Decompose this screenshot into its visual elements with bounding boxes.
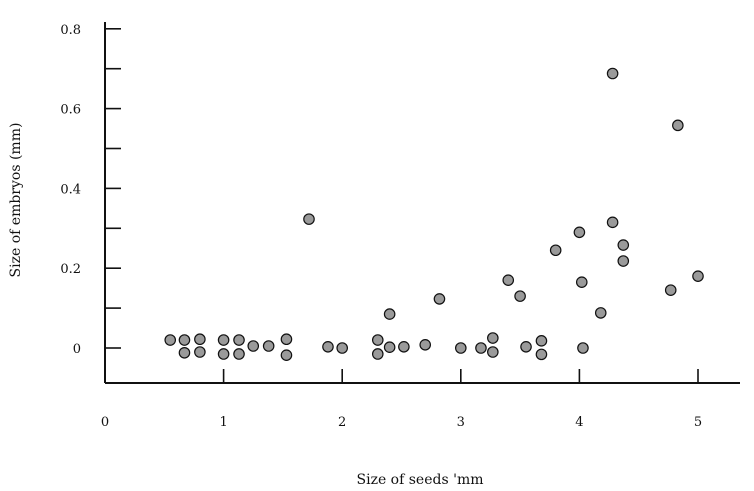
- data-point: [606, 216, 619, 229]
- data-point: [217, 334, 230, 346]
- data-point: [549, 244, 562, 257]
- data-point: [178, 334, 191, 346]
- axes: [104, 22, 740, 384]
- data-point: [535, 335, 548, 347]
- data-point: [535, 348, 548, 361]
- data-point: [233, 334, 245, 346]
- data-point: [233, 348, 245, 360]
- data-point: [502, 274, 515, 286]
- data-point: [664, 284, 677, 296]
- y-tick-label: 0.2: [60, 262, 81, 277]
- x-tick-label: 4: [575, 415, 583, 430]
- y-tick-label: 0: [73, 342, 81, 357]
- data-point: [164, 334, 177, 346]
- data-point: [454, 342, 467, 354]
- data-point: [194, 333, 206, 346]
- y-axis-label: Size of embryos (mm): [8, 123, 24, 278]
- y-tick-label: 0.4: [60, 182, 81, 197]
- data-point: [303, 213, 315, 225]
- x-tick-label: 5: [694, 415, 702, 430]
- data-point: [672, 119, 684, 132]
- data-point: [217, 348, 230, 360]
- data-point: [617, 239, 630, 251]
- data-point: [514, 290, 526, 302]
- data-point: [575, 276, 588, 288]
- y-tick-label: 0.6: [60, 103, 81, 118]
- data-point: [487, 332, 499, 344]
- data-point: [322, 341, 334, 353]
- data-point: [371, 348, 384, 360]
- x-tick-label: 3: [457, 415, 465, 430]
- x-axis-label: Size of seeds 'mm: [357, 472, 484, 488]
- data-point: [194, 346, 206, 358]
- y-tick-label: 0.8: [60, 23, 81, 38]
- data-point: [280, 349, 293, 361]
- data-point: [419, 339, 432, 351]
- x-tick-label: 1: [219, 415, 227, 430]
- data-point: [247, 340, 260, 352]
- data-point: [383, 308, 396, 320]
- data-point: [573, 226, 586, 239]
- x-tick-label: 2: [338, 415, 346, 430]
- y-ticks: 0 0.2 0.4 0.6 0.8: [60, 23, 121, 357]
- data-point: [280, 333, 293, 346]
- x-tick-label: 0: [101, 415, 109, 430]
- x-ticks: 0 1 2 3 4 5: [101, 369, 702, 430]
- data-point: [520, 341, 532, 353]
- data-point: [398, 341, 410, 353]
- data-point: [692, 270, 704, 282]
- data-point: [262, 340, 275, 352]
- data-point: [606, 67, 619, 80]
- data-point: [336, 342, 348, 354]
- data-point: [475, 342, 487, 354]
- data-point: [178, 346, 191, 359]
- data-point: [577, 342, 589, 354]
- data-point: [383, 341, 396, 354]
- data-point: [433, 293, 446, 305]
- data-point: [371, 334, 384, 346]
- data-point: [594, 307, 607, 319]
- data-point: [487, 346, 499, 358]
- data-points: [164, 67, 704, 361]
- data-point: [617, 255, 630, 267]
